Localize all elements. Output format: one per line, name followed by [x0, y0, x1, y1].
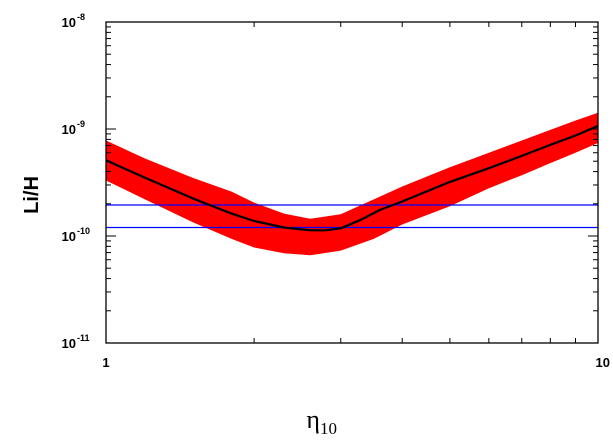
- x-tick-label: 10: [596, 355, 610, 370]
- y-axis-label: Li/H: [21, 176, 43, 214]
- x-axis-label: η: [306, 405, 320, 434]
- y-tick-label: 10: [62, 122, 76, 137]
- plot-frame: [105, 21, 599, 344]
- y-tick-exponent: -11: [77, 333, 90, 343]
- central-curve-1: [106, 124, 598, 232]
- y-tick-label: 10: [62, 15, 76, 30]
- y-tick-label: 10: [62, 229, 76, 244]
- x-tick-label: 1: [102, 355, 109, 370]
- y-tick-exponent: -9: [77, 119, 85, 129]
- plot-area: [106, 112, 598, 256]
- uncertainty-band: [106, 112, 598, 256]
- y-tick-label: 10: [62, 336, 76, 351]
- axis-labels: Li/H η 10: [21, 176, 337, 438]
- y-tick-exponent: -10: [77, 226, 90, 236]
- x-axis-label-subscript: 10: [320, 419, 337, 438]
- y-tick-exponent: -8: [77, 12, 85, 22]
